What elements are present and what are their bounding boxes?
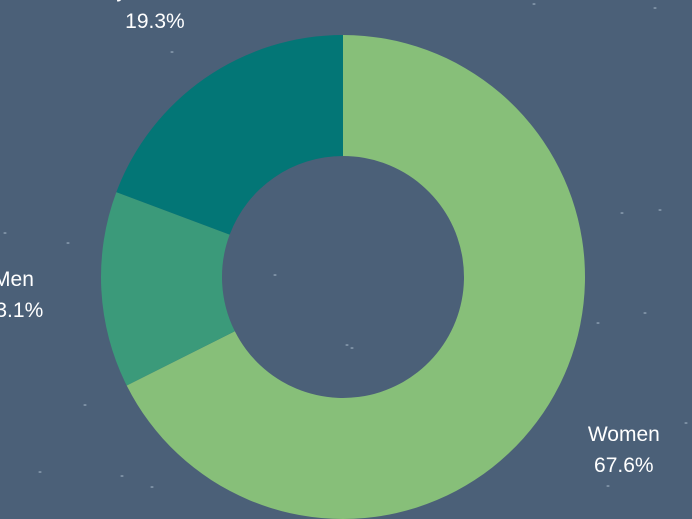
speckle [350,347,354,349]
speckle [684,422,688,424]
speckle [83,404,87,406]
slice-name: Women [587,423,660,447]
speckle [653,7,657,9]
slice-percentage: 67.6% [594,454,654,478]
speckle [150,486,154,488]
slice-label-women: Women 67.6% [588,419,660,481]
speckle [38,471,42,473]
slice-percentage: 13.1% [0,298,44,322]
speckle [66,242,70,244]
background-speckles [3,3,688,488]
slice-men [100,192,235,386]
speckle [658,209,662,211]
speckle [345,344,349,346]
speckle [3,232,7,234]
speckle [120,475,124,477]
donut-slices [100,35,586,519]
speckle [620,212,624,214]
slice-label-bystanders: Bystanders 19.3% [102,0,207,37]
slice-label-men: Men 13.1% [0,264,43,326]
speckle [170,51,174,53]
speckle [596,322,600,324]
speckle [643,312,647,314]
speckle [532,3,536,5]
slice-name: Bystanders [102,0,207,6]
slice-percentage: 19.3% [125,9,185,33]
slice-bystanders [116,35,344,235]
speckle [273,274,277,276]
slice-name: Men [0,267,34,291]
speckle [606,485,610,487]
slice-women [126,35,586,519]
